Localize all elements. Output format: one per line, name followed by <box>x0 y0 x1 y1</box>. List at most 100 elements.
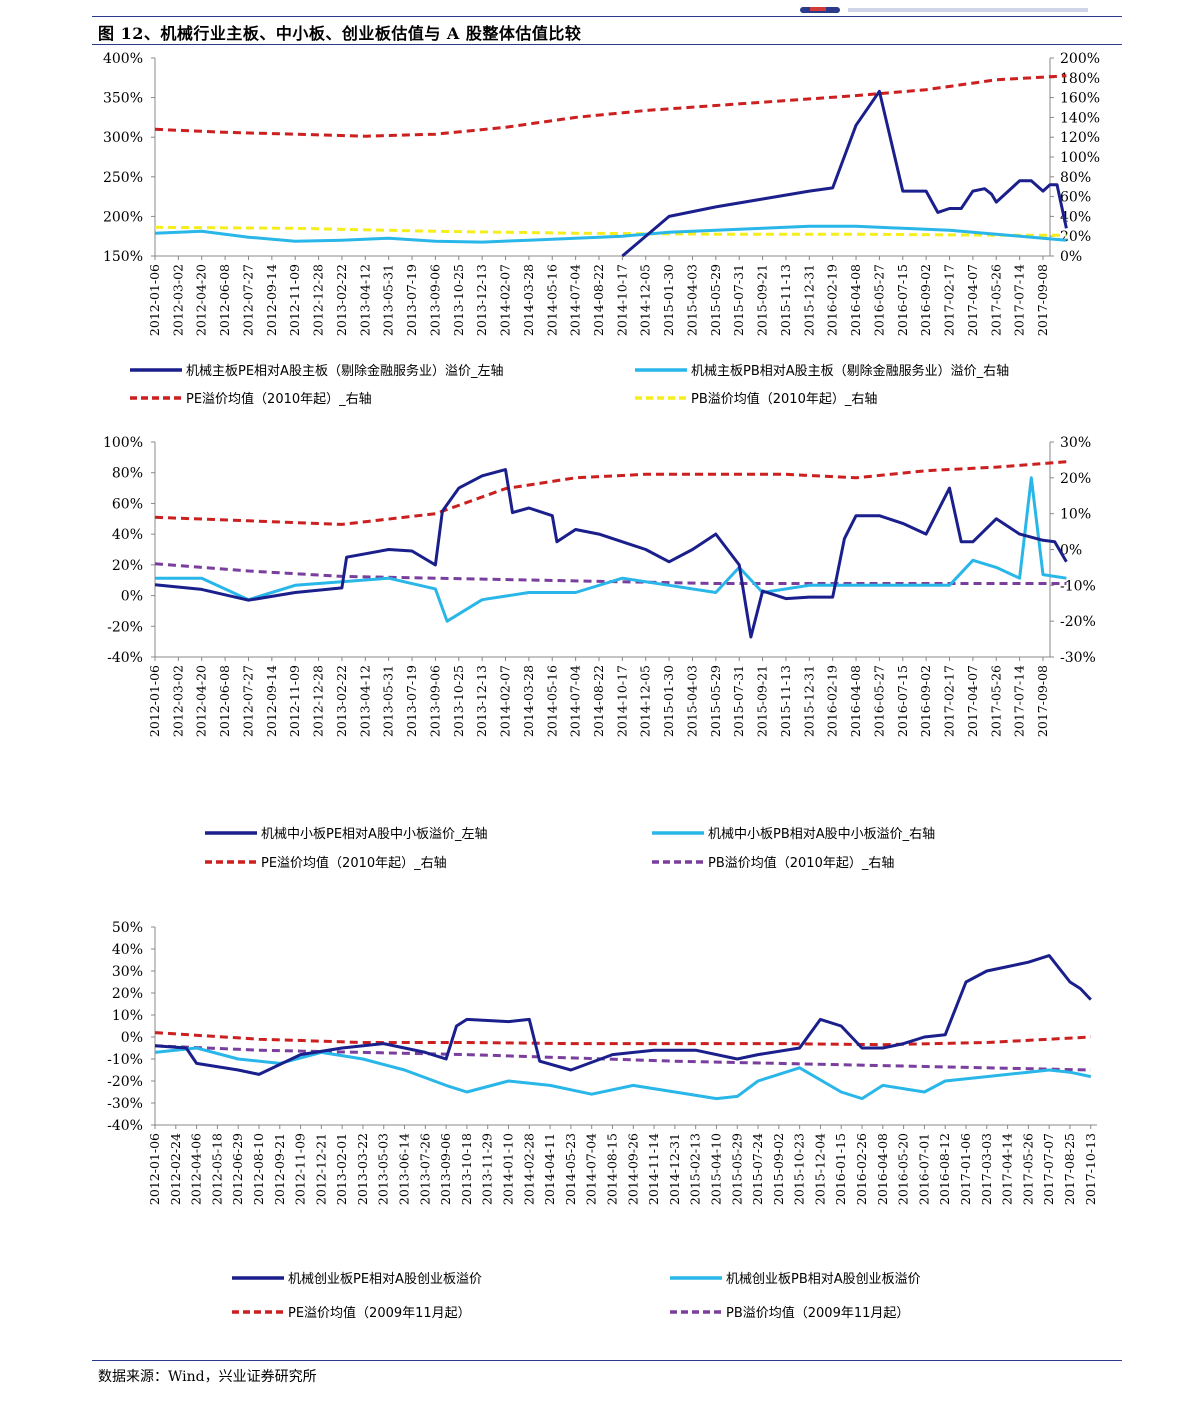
x-tick-label: 2012-11-09 <box>293 1133 308 1205</box>
legend-label: PE溢价均值（2009年11月起） <box>288 1305 471 1321</box>
x-tick-label: 2015-12-31 <box>801 665 816 737</box>
x-tick-label: 2013-04-12 <box>357 264 372 336</box>
x-tick-label: 2016-05-27 <box>871 264 886 336</box>
x-tick-label: 2012-04-06 <box>189 1133 204 1205</box>
x-tick-label: 2013-11-29 <box>480 1133 495 1205</box>
x-tick-label: 2012-01-06 <box>147 1133 162 1205</box>
x-tick-label: 2012-09-14 <box>264 264 279 336</box>
y-tick-label-right: 120% <box>1060 130 1100 146</box>
y-tick-label-right: 160% <box>1060 91 1100 107</box>
x-tick-label: 2012-06-08 <box>217 264 232 336</box>
x-tick-label: 2014-12-05 <box>638 264 653 336</box>
figure-title: 图 12、机械行业主板、中小板、创业板估值与 A 股整体估值比较 <box>98 24 582 43</box>
x-tick-label: 2014-07-04 <box>568 665 583 737</box>
x-tick-label: 2015-09-21 <box>755 264 770 336</box>
y-tick-label-left: 350% <box>103 91 143 107</box>
y-tick-label-left: 150% <box>103 249 143 265</box>
x-tick-label: 2016-08-12 <box>937 1133 952 1205</box>
y-tick-label-left: 0% <box>121 1030 143 1046</box>
source-note: 数据来源：Wind，兴业证券研究所 <box>98 1369 317 1385</box>
y-tick-label-right: 140% <box>1060 110 1100 126</box>
series-line-3 <box>154 562 1067 585</box>
x-tick-label: 2012-11-09 <box>287 264 302 336</box>
x-tick-label: 2012-03-02 <box>170 665 185 737</box>
legend-label: PB溢价均值（2010年起）_右轴 <box>708 855 894 871</box>
x-tick-label: 2014-09-26 <box>625 1133 640 1205</box>
series-line-0 <box>154 468 1068 639</box>
x-tick-label: 2012-04-20 <box>194 665 209 737</box>
x-tick-label: 2015-09-02 <box>771 1133 786 1205</box>
y-tick-label-right: 0% <box>1060 543 1082 559</box>
y-tick-label-left: 20% <box>112 986 143 1002</box>
x-tick-label: 2012-01-06 <box>147 264 162 336</box>
x-tick-label: 2013-05-31 <box>381 665 396 737</box>
x-tick-label: 2017-10-13 <box>1083 1133 1098 1205</box>
series-line-3 <box>154 225 1067 237</box>
y-tick-label-left: 20% <box>112 558 143 574</box>
y-tick-label-right: -20% <box>1060 614 1096 630</box>
y-tick-label-left: 50% <box>112 920 143 936</box>
x-tick-label: 2012-07-27 <box>240 264 255 336</box>
x-tick-label: 2012-12-28 <box>311 665 326 737</box>
legend-label: 机械中小板PE相对A股中小板溢价_左轴 <box>261 827 487 842</box>
y-tick-label-left: 250% <box>103 170 143 186</box>
x-tick-label: 2013-12-13 <box>474 264 489 336</box>
x-tick-label: 2016-04-08 <box>848 264 863 336</box>
y-tick-label-left: -20% <box>107 619 143 635</box>
x-tick-label: 2017-04-14 <box>1000 1133 1015 1205</box>
x-tick-label: 2015-04-03 <box>684 264 699 336</box>
y-tick-label-right: 40% <box>1060 209 1091 225</box>
y-tick-label-right: 200% <box>1060 51 1100 67</box>
x-tick-label: 2014-05-16 <box>544 665 559 737</box>
x-tick-label: 2014-12-05 <box>638 665 653 737</box>
y-tick-label-right: -10% <box>1060 578 1096 594</box>
x-tick-label: 2017-02-17 <box>942 264 957 336</box>
x-tick-label: 2013-07-19 <box>404 665 419 737</box>
x-tick-label: 2015-04-03 <box>684 665 699 737</box>
x-tick-label: 2012-05-18 <box>209 1133 224 1205</box>
y-tick-label-right: 60% <box>1060 190 1091 206</box>
y-tick-label-left: 80% <box>112 466 143 482</box>
x-tick-label: 2017-01-06 <box>958 1133 973 1205</box>
series-line-1 <box>155 476 1067 623</box>
y-tick-label-left: 100% <box>103 435 143 451</box>
chart-chinext-board: 50% 40% 30% 20% 10% 0% -10% -20% -30% -40% 2012-01… <box>107 920 1098 1321</box>
x-tick-label: 2016-07-15 <box>895 264 910 336</box>
x-tick-label: 2015-01-30 <box>661 264 676 336</box>
x-tick-label: 2015-01-30 <box>661 665 676 737</box>
x-tick-label: 2012-06-29 <box>230 1133 245 1205</box>
x-tick-label: 2017-05-26 <box>1020 1133 1035 1205</box>
x-tick-label: 2013-03-22 <box>355 1133 370 1205</box>
x-tick-label: 2012-11-09 <box>287 665 302 737</box>
x-tick-label: 2015-07-31 <box>731 264 746 336</box>
x-tick-label: 2016-07-01 <box>916 1133 931 1205</box>
x-tick-label: 2013-02-22 <box>334 665 349 737</box>
x-tick-label: 2013-06-14 <box>397 1133 412 1205</box>
x-tick-label: 2017-07-07 <box>1041 1133 1056 1205</box>
title-rule <box>92 44 1122 45</box>
y-tick-label-left: 400% <box>103 51 143 67</box>
x-tick-label: 2014-10-17 <box>614 665 629 737</box>
x-tick-label: 2013-10-25 <box>451 665 466 737</box>
series-line-2 <box>154 74 1067 138</box>
x-tick-label: 2015-09-21 <box>755 665 770 737</box>
x-tick-label: 2014-01-10 <box>501 1133 516 1205</box>
y-tick-label-left: 40% <box>112 527 143 543</box>
x-tick-label: 2016-05-27 <box>871 665 886 737</box>
x-tick-label: 2014-02-28 <box>521 1133 536 1205</box>
x-tick-label: 2014-05-23 <box>563 1133 578 1205</box>
x-tick-label: 2013-02-01 <box>334 1133 349 1205</box>
series-line-0 <box>154 954 1092 1076</box>
legend-label: PB溢价均值（2010年起）_右轴 <box>691 391 877 407</box>
x-tick-label: 2017-09-08 <box>1035 665 1050 737</box>
legend-label: PE溢价均值（2010年起）_右轴 <box>186 391 372 407</box>
x-tick-label: 2016-07-15 <box>895 665 910 737</box>
chart-sme-board: 100% 80% 60% 40% 20% 0% -20% -40% 30% 20% 10% 0% -10… <box>103 435 1096 871</box>
x-tick-label: 2015-05-29 <box>708 264 723 336</box>
legend-label: 机械主板PB相对A股主板（剔除金融服务业）溢价_右轴 <box>691 363 1009 379</box>
y-tick-label-left: 200% <box>103 209 143 225</box>
x-tick-label: 2014-05-16 <box>544 264 559 336</box>
x-tick-label: 2012-06-08 <box>217 665 232 737</box>
y-tick-label-right: 20% <box>1060 471 1091 487</box>
y-tick-label-right: 30% <box>1060 435 1091 451</box>
